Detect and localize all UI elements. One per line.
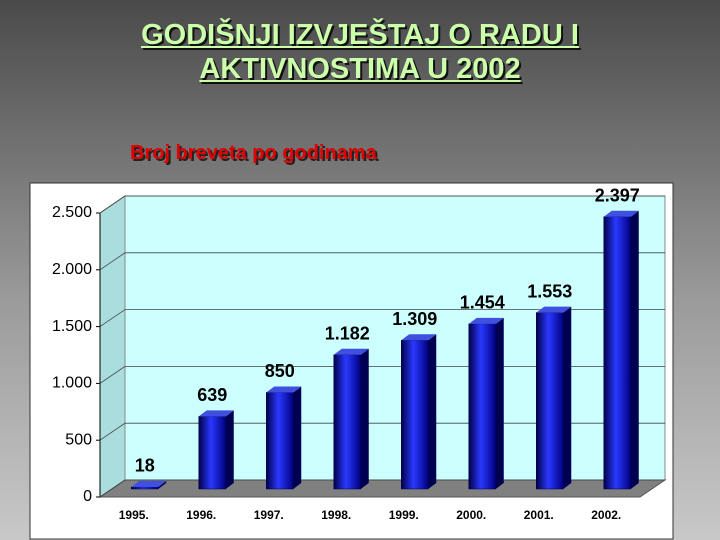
x-tick-label: 2002. <box>591 508 621 522</box>
value-label: 1.553 <box>527 281 572 301</box>
bar <box>536 307 571 489</box>
x-tick-label: 1998. <box>321 508 351 522</box>
bar-front <box>604 217 631 489</box>
x-tick-label: 1997. <box>254 508 284 522</box>
x-tick-label: 1999. <box>389 508 419 522</box>
y-tick-label: 2.000 <box>52 261 92 278</box>
bar <box>334 349 369 489</box>
x-tick-label: 1996. <box>186 508 216 522</box>
bar-side <box>293 386 301 489</box>
bar-front <box>469 324 496 489</box>
bar-side <box>361 349 369 489</box>
bar-side <box>563 307 571 489</box>
value-label: 639 <box>197 385 227 405</box>
value-label: 850 <box>265 361 295 381</box>
slide: GODIŠNJI IZVJEŠTAJ O RADU I AKTIVNOSTIMA… <box>0 0 720 540</box>
bar <box>401 334 436 489</box>
floor <box>100 480 665 497</box>
value-label: 1.182 <box>325 323 370 343</box>
side-wall <box>100 196 125 497</box>
value-label: 1.454 <box>460 293 505 313</box>
bar-side <box>428 334 436 489</box>
bar <box>266 386 301 489</box>
bar-front <box>334 355 361 489</box>
y-tick-label: 0 <box>83 488 92 505</box>
bar-side <box>226 410 234 489</box>
chart: 0 500 1.000 1.500 2.000 2.500 1995. 18 1996. 639 1… <box>0 0 720 540</box>
bar-side <box>496 318 504 489</box>
value-label: 18 <box>135 456 155 476</box>
bar <box>604 211 639 489</box>
y-tick-label: 1.000 <box>52 375 92 392</box>
bar <box>199 410 234 489</box>
value-label: 2.397 <box>595 185 640 205</box>
value-label: 1.309 <box>392 309 437 329</box>
y-tick-label: 2.500 <box>52 204 92 221</box>
bar-front <box>199 416 226 489</box>
x-tick-label: 1995. <box>119 508 149 522</box>
x-tick-label: 2000. <box>456 508 486 522</box>
bar <box>469 318 504 489</box>
y-tick-label: 500 <box>65 431 92 448</box>
bar-side <box>631 211 639 489</box>
x-tick-label: 2001. <box>524 508 554 522</box>
bar-front <box>401 340 428 489</box>
bar-front <box>131 487 158 489</box>
bar-front <box>266 392 293 489</box>
y-tick-label: 1.500 <box>52 318 92 335</box>
bar-front <box>536 313 563 489</box>
